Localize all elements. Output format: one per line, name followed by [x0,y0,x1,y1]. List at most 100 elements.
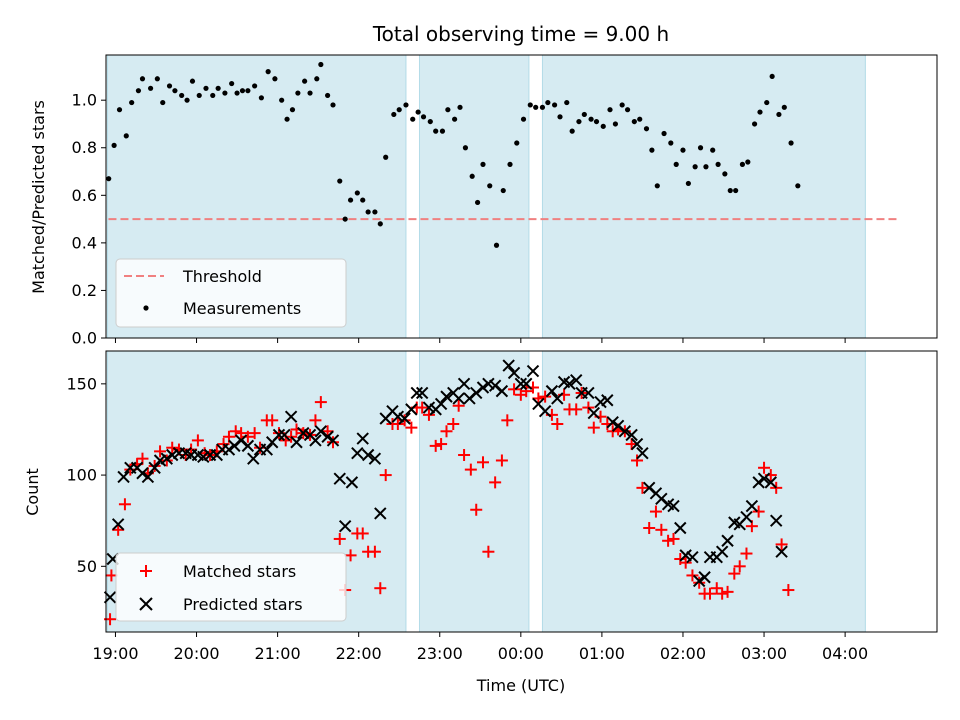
measurement-point [439,128,446,134]
observing-window [418,54,530,339]
predicted-star-point [260,443,274,456]
x-tick-label: 22:00 [336,644,382,663]
measurement-point [116,107,123,113]
matched-star-point [166,441,179,454]
predicted-star-point [434,397,448,411]
y-tick-label: 0.6 [72,186,97,205]
measurement-point [654,183,660,189]
predicted-star-point [345,476,359,489]
measurement-point [751,121,758,127]
matched-star-point [649,505,662,518]
matched-star-point [154,445,167,458]
measurement-point [557,114,563,120]
measurement-legend-swatch [143,305,149,311]
matched-star-point [368,545,381,558]
matched-star-point [379,469,392,482]
predicted-star-point [368,452,382,465]
count-x-ticks: 19:00 20:00 21:00 22:00 23:00 00:00 01:00 02:00… [92,632,868,663]
measurement-point [215,85,221,91]
measurement-point [354,190,360,196]
matched-star-point [344,549,357,562]
legend-threshold: Threshold [182,267,262,286]
measurement-point [372,209,378,215]
measurement-point [493,242,500,248]
measurement-point [624,107,631,113]
y-tick-label: 50 [77,557,97,576]
predicted-star-point [284,410,298,423]
measurement-point [172,88,178,94]
predicted-star-point [321,430,334,443]
predicted-star-point [563,377,576,391]
legend-measurements: Measurements [183,299,301,318]
ratio-panel: 0.0 0.2 0.4 0.6 0.8 1.0 Matched/Predicted sta… [29,54,938,348]
measurement-point [179,92,185,99]
predicted-star-point [775,545,788,558]
matched-star-point [782,584,795,597]
predicted-star-point [415,386,429,400]
x-tick-label: 00:00 [498,644,544,663]
measurement-point [631,118,637,125]
predicted-star-point [757,472,771,485]
predicted-star-point [538,405,552,418]
matched-star-point [710,582,723,595]
matched-star-point [435,438,448,451]
predicted-star-point [148,461,161,474]
count-panel-frame [105,350,938,633]
measurement-point [533,104,539,110]
predicted-star-point [278,428,291,442]
predicted-star-point [667,499,680,513]
matched-star-point [775,538,788,551]
matched-star-point [662,534,675,547]
matched-star-point [266,414,279,427]
measurement-point [222,90,228,96]
measurement-point [469,173,475,179]
predicted-star-point [111,518,125,531]
predicted-star-point [545,384,559,398]
matched-star-point [489,476,502,489]
x-tick-label: 20:00 [173,644,219,663]
measurement-point [396,107,402,113]
measurement-point [166,83,173,89]
matched-star-point [482,545,495,558]
predicted-star-point [630,437,644,451]
measurement-point [284,116,290,122]
matched-star-point [464,463,477,476]
matched-star-point [429,439,442,452]
predicted-star-point [625,428,638,442]
matched-star-point [333,532,346,545]
measurement-point [539,104,546,110]
predicted-star-point [410,386,423,400]
measurement-point [769,73,775,80]
measurement-point [588,116,594,122]
predicted-star-point [117,470,130,484]
measurement-point [710,147,716,153]
measurement-point [123,133,129,139]
measurement-point [420,114,427,120]
measurement-point [480,161,486,167]
x-tick-label: 21:00 [255,644,301,663]
predicted-star-point [290,436,303,449]
predicted-star-point [398,412,411,425]
x-tick-label: 04:00 [822,644,868,663]
measurement-point [330,102,336,108]
matched-star-point [185,443,198,456]
predicted-star-point [674,521,687,535]
y-tick-label: 0.4 [72,233,97,252]
measurement-point [685,180,691,187]
measurement-point [745,159,751,165]
matched-star-point [721,585,734,598]
matched-star-point [703,587,716,600]
matched-star-point [501,414,514,427]
measurement-point [307,90,313,96]
measurement-point [234,90,240,96]
measurement-point [445,107,451,113]
ratio-x-ticks [114,338,846,343]
matched-star-point [631,454,644,467]
measurement-point [722,171,728,177]
count-legend: Matched stars Predicted stars [115,552,347,622]
measurement-point [668,140,674,146]
measurement-point [457,104,463,110]
predicted-star-point [222,443,236,456]
matched-star-point [470,503,483,516]
matched-star-point [314,396,327,409]
